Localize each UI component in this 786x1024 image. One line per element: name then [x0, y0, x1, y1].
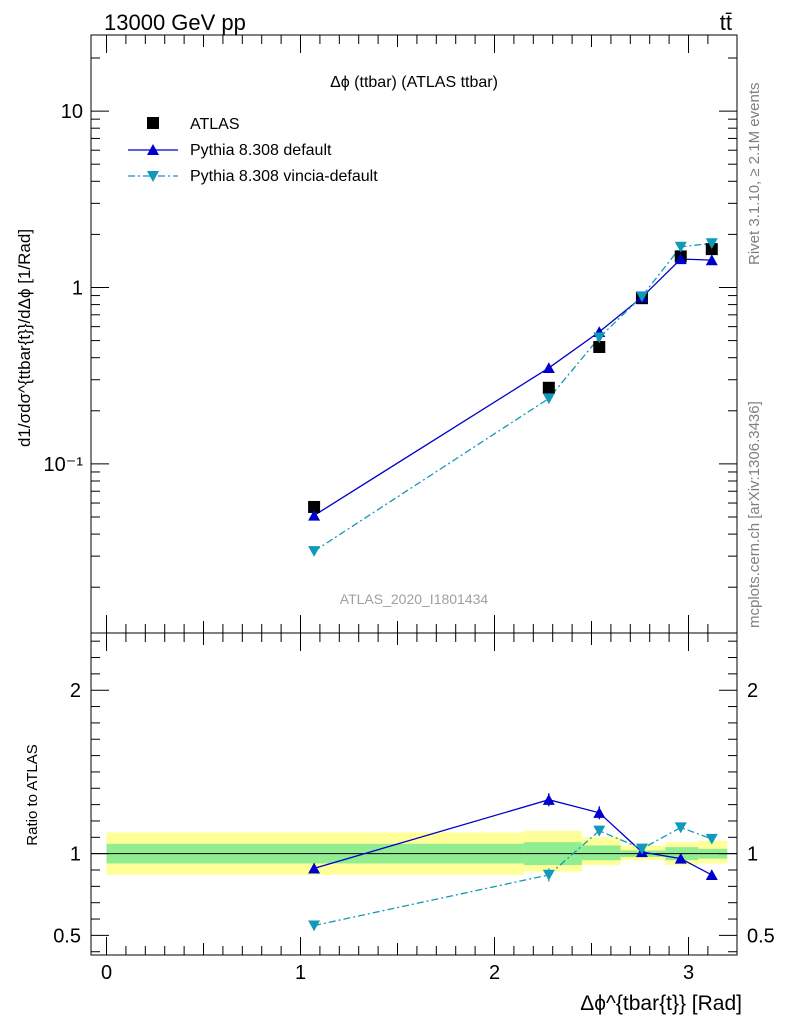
atlas-point [308, 500, 321, 513]
ratio-bands [106, 830, 728, 875]
ratio-ytick-label-right: 0.5 [747, 925, 775, 947]
ratio-default-point [308, 862, 321, 874]
ratio-tick-labels: 0.5 0.5 1 1 2 2 0 1 2 3 [53, 680, 775, 984]
legend-vincia-marker [147, 171, 159, 182]
ratio-ytick-label: 0.5 [53, 925, 81, 947]
atlas-point [542, 381, 555, 394]
ratio-frame [90, 632, 738, 956]
ratio-panel: 0.5 0.5 1 1 2 2 0 1 2 3 Ratio to ATLAS Δϕ^{tbar{t… [24, 632, 775, 1015]
atlas-point [593, 340, 606, 353]
ratio-default-line [313, 799, 713, 876]
mcplots-label: mcplots.cern.ch [arXiv:1306.3436] [746, 401, 763, 628]
rivet-label: Rivet 3.1.10, ≥ 2.1M events [746, 83, 763, 266]
default-point [308, 509, 321, 521]
ratio-series [308, 793, 718, 932]
ratio-default-point [542, 794, 555, 805]
default-point [674, 253, 687, 265]
main-frame [90, 34, 738, 634]
ratio-ylabel: Ratio to ATLAS [24, 744, 41, 845]
ratio-ytick-label-right: 1 [747, 844, 758, 866]
legend: ATLAS Pythia 8.308 default Pythia 8.308 … [128, 116, 378, 185]
ratio-vincia-line [313, 826, 713, 927]
ratio-inner-band [581, 845, 621, 861]
main-ytick-label: 10⁻¹ [44, 454, 84, 476]
ratio-default-point [593, 807, 606, 818]
legend-vincia-label: Pythia 8.308 vincia-default [190, 168, 378, 185]
legend-default-marker [147, 144, 159, 155]
default-point [542, 362, 555, 374]
vincia-point [542, 393, 555, 405]
main-panel: 10⁻¹ 1 10 Δϕ (ttbar) (ATLAS ttbar) ATLAS_2… [15, 34, 738, 634]
ratio-vincia-point [308, 920, 321, 932]
vincia-point [705, 238, 718, 250]
ratio-vincia-point [705, 833, 718, 845]
ratio-default-point [674, 852, 687, 864]
ratio-xtick-label: 3 [683, 962, 694, 984]
analysis-watermark: ATLAS_2020_I1801434 [340, 591, 489, 607]
main-tick-labels: 10⁻¹ 1 10 [44, 101, 84, 476]
vincia-point [635, 291, 648, 303]
vincia-point [674, 241, 687, 253]
process-label: tt̄ [720, 10, 732, 35]
legend-atlas-marker [147, 117, 159, 129]
ratio-ytick-label-right: 2 [747, 680, 758, 702]
main-series [308, 238, 718, 557]
ratio-vincia-point [542, 869, 555, 881]
vincia-point [308, 546, 321, 557]
main-title: Δϕ (ttbar) (ATLAS ttbar) [330, 74, 498, 91]
ratio-xtick-label: 0 [101, 962, 112, 984]
atlas-point [705, 243, 718, 256]
main-ytick-label: 1 [72, 277, 83, 299]
ratio-xtick-label: 2 [489, 962, 500, 984]
ratio-vincia-point [593, 825, 606, 837]
vincia-point [593, 332, 606, 344]
ratio-xtick-label: 1 [295, 962, 306, 984]
ratio-vincia-point [635, 843, 648, 855]
main-ticks [91, 35, 737, 633]
x-axis-label: Δϕ^{tbar{t}} [Rad] [580, 992, 742, 1015]
series-vincia-line [313, 242, 712, 552]
default-point [705, 254, 718, 266]
energy-label: 13000 GeV pp [104, 10, 246, 35]
main-ylabel: d1/σdσ^{ttbar{t}}/dΔϕ [1/Rad] [15, 229, 34, 447]
ratio-ytick-label: 2 [70, 680, 81, 702]
legend-default-label: Pythia 8.308 default [190, 142, 332, 159]
ratio-ytick-label: 1 [70, 844, 81, 866]
series-default-line [313, 258, 712, 517]
legend-atlas-label: ATLAS [190, 116, 240, 133]
ratio-ticks [91, 633, 737, 955]
ratio-default-point [705, 869, 718, 881]
main-ytick-label: 10 [61, 101, 83, 123]
ratio-vincia-point [674, 822, 687, 834]
